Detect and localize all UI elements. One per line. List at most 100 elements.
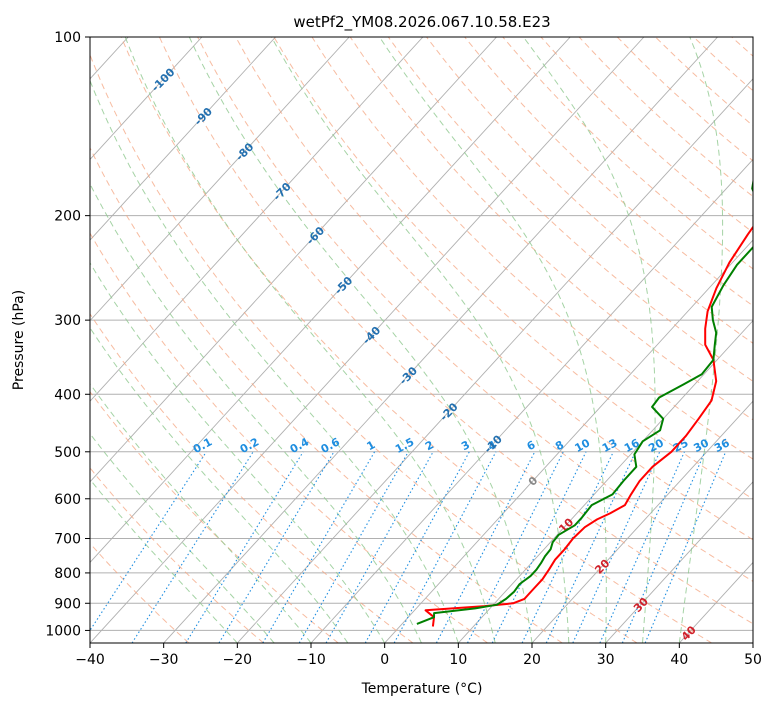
dry-adiabat	[387, 37, 753, 382]
y-tick-label: 400	[54, 387, 81, 403]
moist-adiabat	[90, 79, 459, 643]
mixing-ratio-line	[521, 451, 614, 643]
dry-adiabat	[90, 467, 264, 643]
isotherm-line	[90, 37, 571, 564]
y-tick-label: 800	[54, 566, 81, 582]
mixing-ratio-label: 0.4	[288, 435, 312, 456]
dry-adiabat	[464, 37, 753, 307]
y-axis-label: Pressure (hPa)	[11, 290, 27, 390]
isotherm-line	[90, 37, 424, 402]
mixing-ratio-label: 1.5	[393, 435, 416, 456]
moist-adiabat	[90, 327, 349, 643]
y-axis: 100 200 300 400 500 600 700 800 900 1000	[45, 30, 90, 639]
y-tick-label: 600	[54, 492, 81, 508]
mixing-ratio-line	[325, 451, 434, 643]
dry-adiabat	[578, 37, 753, 198]
moist-adiabat	[90, 182, 422, 643]
isotherm-label: -100	[149, 65, 178, 94]
mixing-ratio-line	[621, 451, 706, 643]
x-tick-label: −30	[149, 652, 179, 668]
x-tick-label: 0	[380, 652, 389, 668]
mixing-ratio-line	[298, 451, 409, 643]
mixing-ratio-line	[467, 451, 564, 643]
dry-adiabat	[273, 37, 753, 500]
y-tick-label: 900	[54, 596, 81, 612]
dry-adiabat	[158, 37, 753, 625]
isotherm-line	[679, 561, 753, 643]
dry-adiabat	[426, 37, 753, 344]
x-tick-label: 20	[523, 652, 541, 668]
isotherm-line	[90, 37, 276, 241]
moist-adiabat	[90, 432, 275, 643]
mixing-ratio-label: 2	[423, 438, 436, 453]
mixing-ratio-label: 36	[712, 436, 732, 455]
mixing-ratio-line	[364, 451, 470, 643]
dry-adiabat	[120, 37, 712, 643]
dry-adiabat	[90, 542, 190, 643]
moist-adiabat	[270, 37, 570, 643]
mixing-ratio-label: 25	[671, 436, 691, 455]
mixing-ratio-line	[572, 451, 661, 643]
mixing-ratio-label: 30	[691, 436, 711, 455]
isotherm-line	[458, 319, 753, 643]
dry-adiabat	[197, 37, 753, 582]
chart-title: wetPf2_YM08.2026.067.10.58.E23	[293, 13, 550, 32]
moist-adiabat	[124, 37, 496, 643]
isotherm-line	[90, 37, 645, 643]
mixing-ratio-label: 13	[600, 436, 620, 455]
isotherm-line	[237, 78, 753, 643]
y-tick-label: 1000	[45, 623, 81, 639]
y-tick-label: 700	[54, 532, 81, 548]
isotherm-line	[90, 37, 497, 483]
isotherm-line	[384, 239, 753, 643]
moist-adiabat	[90, 382, 312, 643]
mixing-ratio-line	[599, 451, 685, 643]
plot-area: 0.1 0.2 0.4 0.6 1 1.5 2 3 4 6 8 10 13 16 20 25 30 36-100-…	[0, 37, 753, 643]
x-tick-label: 50	[744, 652, 762, 668]
dry-adiabat	[90, 53, 638, 643]
y-tick-label: 200	[54, 209, 81, 225]
dry-adiabat	[235, 37, 753, 541]
dry-adiabat	[90, 232, 488, 643]
moist-adiabat	[188, 37, 533, 643]
y-tick-label: 500	[54, 445, 81, 461]
x-tick-label: −40	[75, 652, 105, 668]
dry-adiabat	[540, 37, 753, 234]
isotherm-line	[90, 37, 350, 322]
moist-adiabat	[379, 37, 607, 643]
mixing-ratio-line	[131, 451, 254, 643]
isotherm-line	[90, 37, 203, 161]
plot-frame	[89, 36, 754, 644]
mixing-ratio-line	[185, 451, 304, 643]
moist-adiabat	[678, 37, 724, 643]
dewpoint-profile	[416, 177, 753, 625]
mixing-ratio-label: 3	[459, 438, 472, 453]
mixing-ratio-line	[218, 451, 335, 643]
y-tick-label: 100	[54, 30, 81, 46]
mixing-ratio-line	[491, 451, 587, 643]
mixing-ratio-line	[393, 451, 497, 643]
dry-adiabat	[349, 37, 753, 421]
mixing-ratio-line	[644, 451, 727, 643]
x-tick-label: 30	[597, 652, 615, 668]
y-tick-label: 300	[54, 313, 81, 329]
isotherm-line	[0, 37, 55, 643]
mixing-ratio-label: 0.2	[238, 435, 261, 456]
mixing-ratio-label: 6	[525, 438, 538, 453]
moist-adiabat	[90, 261, 386, 643]
mixing-ratio-line	[545, 451, 636, 643]
x-tick-label: 40	[670, 652, 688, 668]
mixing-ratio-label: 8	[553, 438, 566, 453]
moist-adiabat	[522, 37, 656, 643]
x-tick-label: 10	[449, 652, 467, 668]
dry-adiabat	[90, 390, 339, 643]
mixing-ratio-label: 0.1	[191, 435, 214, 456]
isotherm-line	[163, 37, 718, 643]
mixing-ratio-label: 20	[646, 436, 666, 455]
x-axis-label: Temperature (°C)	[361, 681, 483, 697]
mixing-ratio-label: 0.6	[319, 435, 343, 456]
dry-adiabat	[311, 37, 753, 460]
x-tick-label: −20	[223, 652, 253, 668]
mixing-ratio-line	[262, 451, 376, 643]
isotherm-line	[752, 642, 753, 643]
